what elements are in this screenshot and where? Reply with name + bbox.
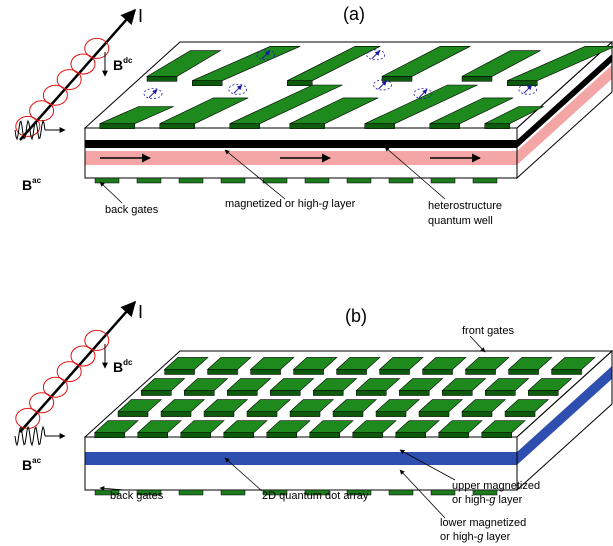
gate-side — [485, 124, 510, 129]
gate-side — [310, 433, 340, 438]
array-label: 2D quantum dot array — [262, 490, 369, 502]
gate-side — [419, 412, 449, 417]
back-gate — [263, 178, 287, 183]
gate-side — [380, 369, 410, 374]
current-label: I — [138, 302, 143, 322]
gate-side — [356, 391, 386, 396]
gate-side — [95, 433, 125, 438]
gate-side — [376, 412, 406, 417]
gate-side — [208, 369, 238, 374]
leader — [100, 182, 122, 203]
gate-side — [270, 391, 300, 396]
upper-layer-label: or high-g layer — [452, 494, 523, 506]
gate-side — [430, 124, 460, 129]
gate-side — [267, 433, 297, 438]
upper-layer-label: upper magnetized — [452, 480, 540, 492]
gate-side — [353, 433, 383, 438]
b-dc-label: Bdc — [113, 56, 133, 73]
back-gate — [137, 178, 161, 183]
back-gate — [305, 178, 329, 183]
gate-side — [204, 412, 234, 417]
gate-side — [505, 412, 535, 417]
panel-label: (a) — [343, 4, 365, 24]
back-gate — [473, 178, 497, 183]
gate-side — [290, 412, 320, 417]
gate-side — [147, 76, 177, 81]
gate-side — [462, 76, 492, 81]
gate-side — [224, 433, 254, 438]
gate-side — [423, 369, 453, 374]
panel-label: (b) — [345, 306, 367, 326]
gate-side — [442, 391, 472, 396]
back-gate — [389, 178, 413, 183]
back-gate — [431, 178, 455, 183]
diagram: (a) I Bdc Bac back gates magnetized or h… — [0, 0, 613, 546]
gate-side — [313, 391, 343, 396]
well-label: quantum well — [428, 215, 493, 227]
b-ac-label: Bac — [22, 176, 42, 193]
shapes — [15, 10, 613, 518]
gate-side — [333, 412, 363, 417]
current-label: I — [138, 6, 143, 26]
layer-front — [85, 437, 517, 452]
gate-side — [227, 391, 257, 396]
gate-side — [192, 81, 222, 86]
gate-side — [462, 412, 492, 417]
back-gate — [221, 490, 245, 495]
gate-side — [290, 124, 325, 129]
gate-side — [100, 124, 135, 129]
gate-side — [482, 433, 512, 438]
layer-front — [85, 128, 517, 140]
gate-side — [294, 369, 324, 374]
back-gate — [179, 490, 203, 495]
back-gates-label: back gates — [105, 204, 159, 216]
gate-side — [184, 391, 214, 396]
gate-side — [337, 369, 367, 374]
leader — [470, 336, 485, 352]
gate-side — [160, 124, 195, 129]
gate-side — [165, 369, 195, 374]
gate-side — [251, 369, 281, 374]
gate-side — [552, 369, 582, 374]
layer-front — [85, 140, 517, 148]
back-gate — [389, 490, 413, 495]
gate-side — [287, 81, 312, 86]
gate-side — [118, 412, 148, 417]
gate-side — [138, 433, 168, 438]
layer-front — [85, 165, 517, 178]
back-gate — [347, 178, 371, 183]
gate-side — [466, 369, 496, 374]
gate-side — [439, 433, 469, 438]
gate-side — [247, 412, 277, 417]
front-gates-label: front gates — [462, 325, 514, 337]
back-gate — [179, 178, 203, 183]
gate-side — [365, 124, 395, 129]
gate-side — [230, 124, 260, 129]
gate-side — [141, 391, 171, 396]
b-ac-wave — [15, 427, 45, 445]
layer-front — [85, 148, 517, 151]
gate-side — [396, 433, 426, 438]
b-ac-label: Bac — [22, 456, 42, 473]
well-label: heterostructure — [428, 200, 502, 212]
gate-side — [509, 369, 539, 374]
layer-label: magnetized or high-g layer — [225, 198, 356, 210]
gate-side — [528, 391, 558, 396]
gate-side — [507, 81, 537, 86]
gate-side — [161, 412, 191, 417]
back-gates-label: back gates — [110, 490, 164, 502]
layer-front — [85, 452, 517, 465]
back-gate — [95, 178, 119, 183]
lower-layer-label: lower magnetized — [440, 517, 526, 529]
back-gate — [221, 178, 245, 183]
lower-layer-label: or high-g layer — [440, 531, 511, 543]
b-dc-label: Bdc — [113, 358, 133, 375]
gate-side — [181, 433, 211, 438]
gate-side — [399, 391, 429, 396]
gate-side — [485, 391, 515, 396]
